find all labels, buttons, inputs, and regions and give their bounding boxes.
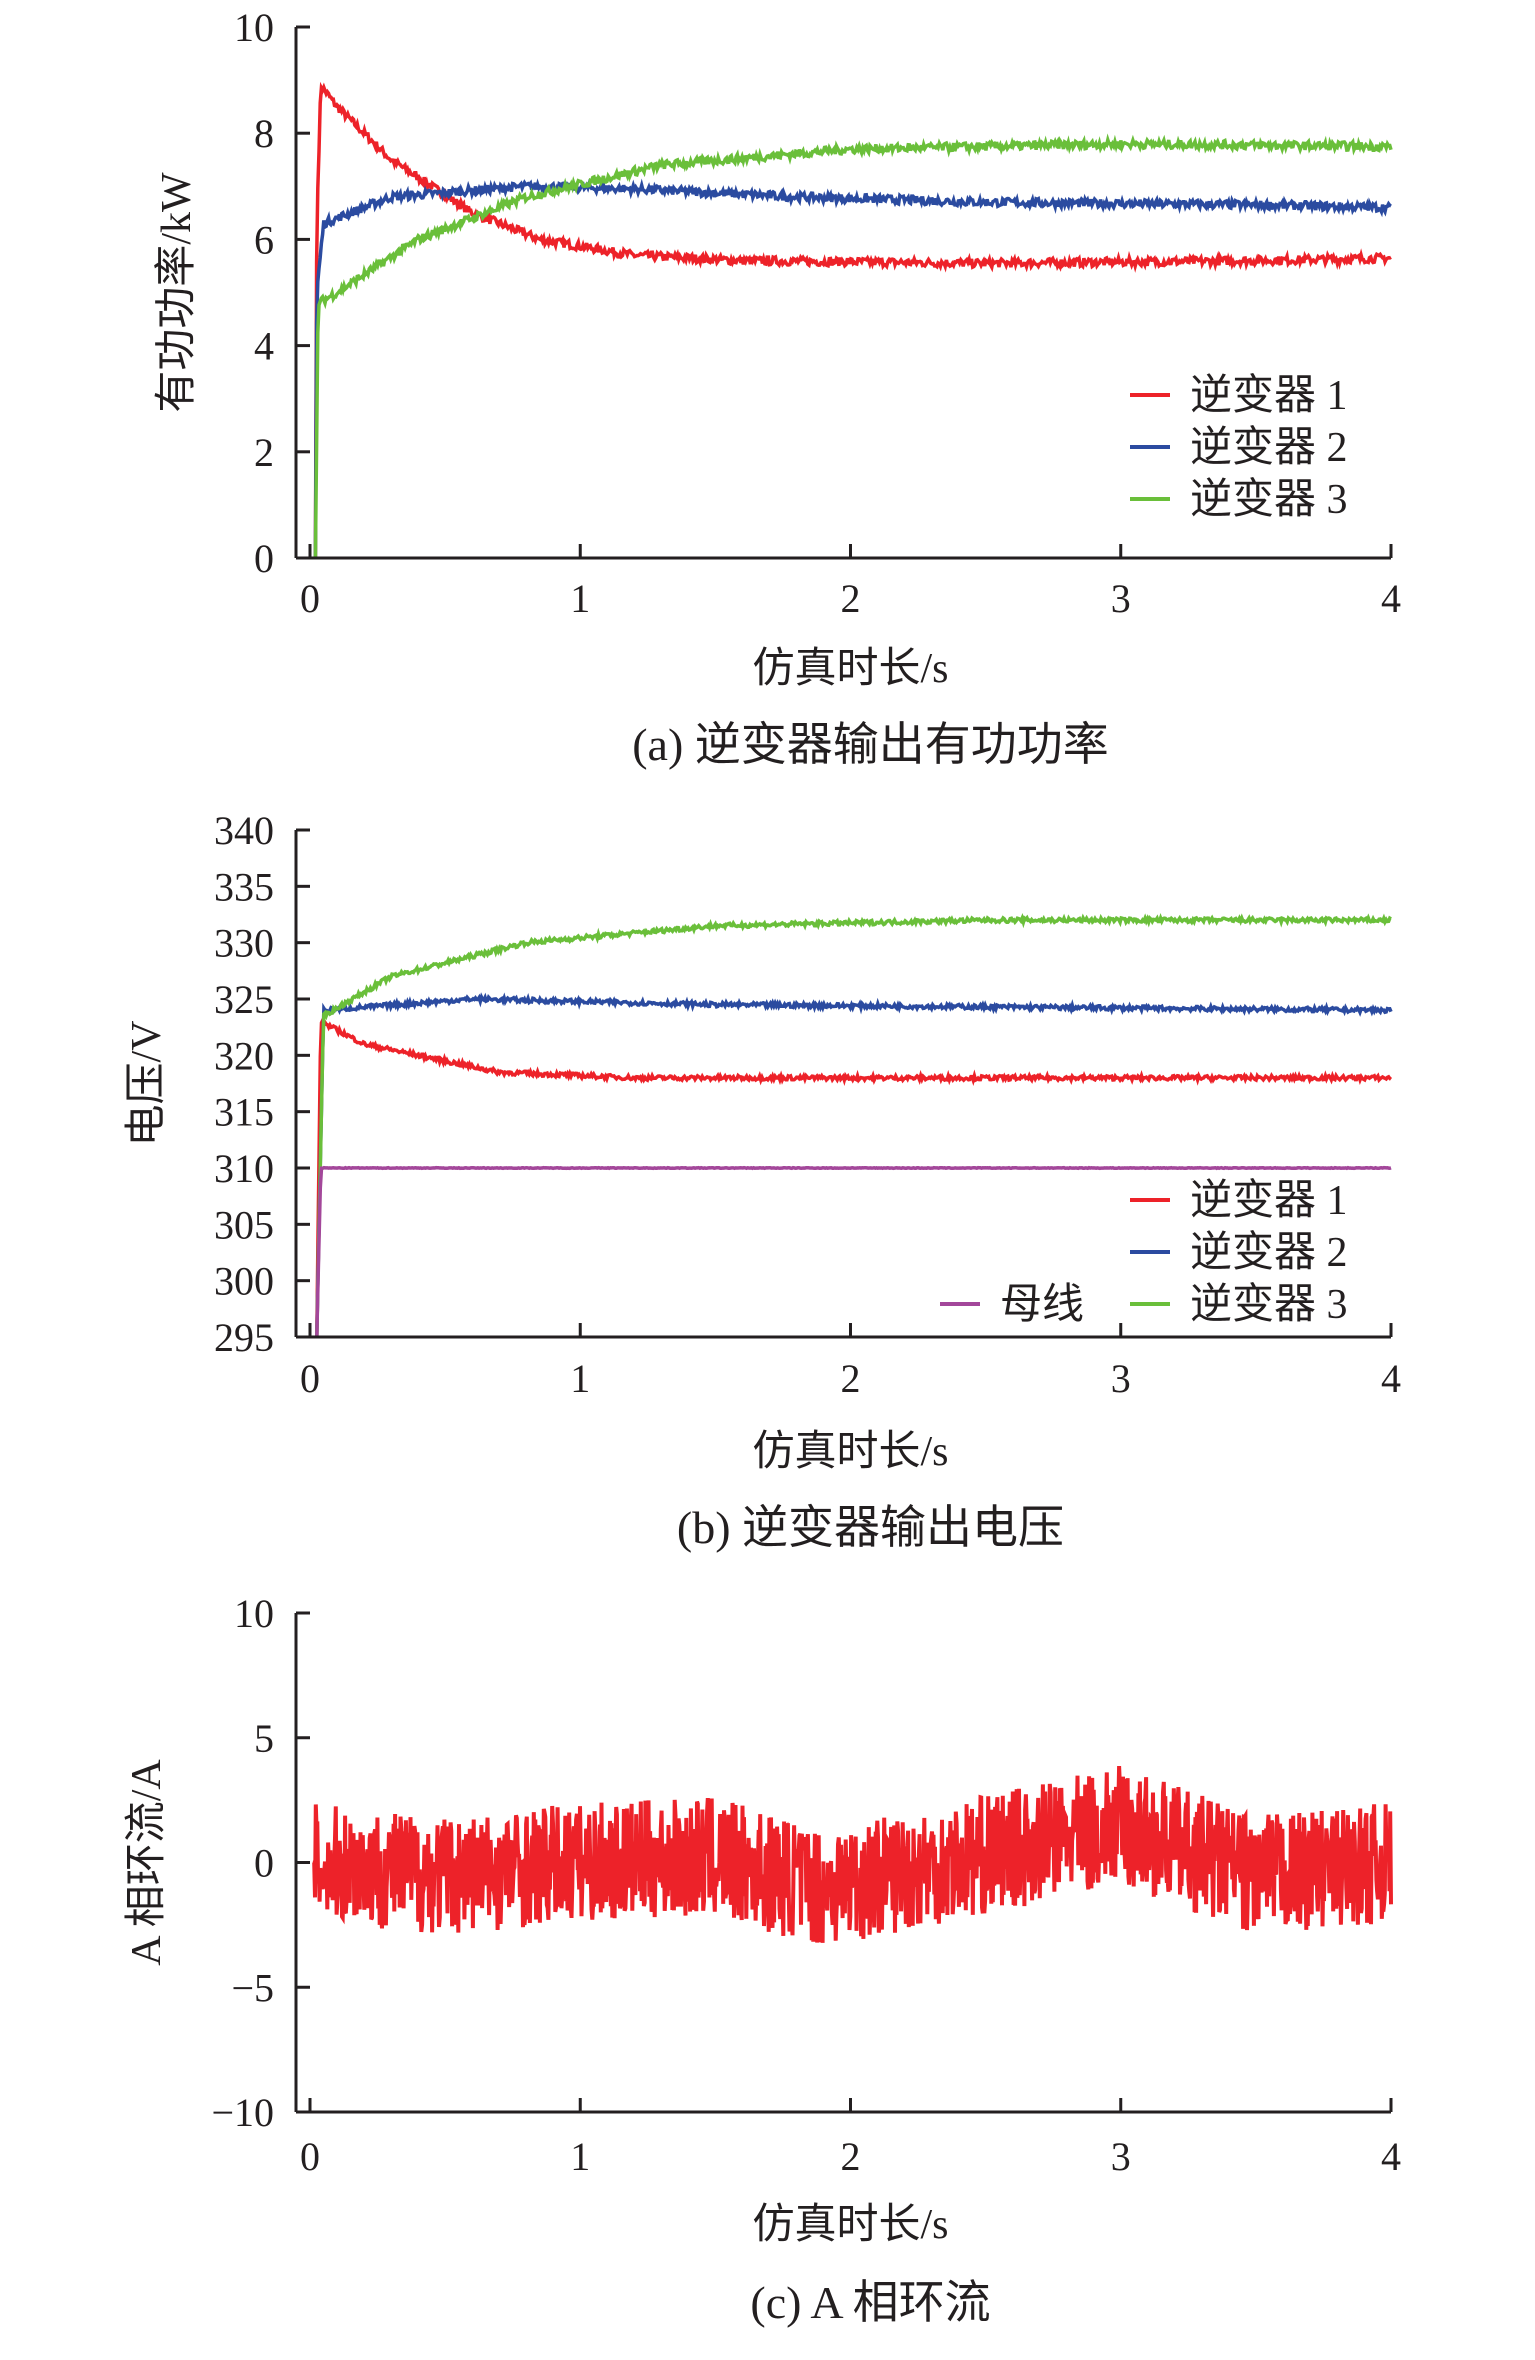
x-tick-label: 0: [300, 2134, 320, 2179]
chart-2: 0 1 2 3 4 −10 −5 0 5 10 仿真时长/s A 相环流/A (c) A 相环流: [124, 1591, 1401, 2328]
y-tick-label: 5: [254, 1716, 274, 1761]
x-tick-label: 3: [1111, 576, 1131, 621]
y-tick-label: 10: [234, 1591, 274, 1636]
series-line-0: [312, 1766, 1393, 1943]
y-tick-label: 10: [234, 5, 274, 50]
series-line-2: [315, 913, 1392, 1338]
series-line-0: [313, 81, 1392, 559]
x-tick-label: 0: [300, 1356, 320, 1401]
legend-label: 逆变器 3: [1190, 476, 1348, 523]
y-tick-label: 300: [214, 1259, 274, 1304]
y-tick-label: 2: [254, 430, 274, 475]
y-tick-label: 325: [214, 977, 274, 1022]
x-tick-label: 4: [1381, 576, 1401, 621]
y-tick-label: −5: [231, 1965, 274, 2010]
y-tick-label: 4: [254, 324, 274, 369]
x-axis-label: 仿真时长/s: [752, 1429, 948, 1475]
x-axis-label: 仿真时长/s: [752, 646, 948, 692]
legend-label: 逆变器 3: [1190, 1281, 1348, 1328]
x-tick-label: 3: [1111, 2134, 1131, 2179]
chart-caption: (c) A 相环流: [750, 2277, 990, 2328]
y-tick-label: 0: [254, 536, 274, 581]
y-tick-label: 310: [214, 1146, 274, 1191]
chart-caption: (a) 逆变器输出有功功率: [632, 719, 1109, 770]
series-line-3: [315, 1165, 1392, 1338]
y-tick-label: −10: [211, 2090, 274, 2135]
series-line-1: [315, 992, 1393, 1338]
legend-item: 逆变器 3: [1130, 476, 1348, 523]
series-line-2: [313, 133, 1393, 559]
legend-item: 母线: [940, 1282, 1084, 1328]
y-tick-label: 335: [214, 864, 274, 909]
y-tick-label: 340: [214, 808, 274, 853]
x-tick-label: 4: [1381, 2134, 1401, 2179]
x-tick-label: 3: [1111, 1356, 1131, 1401]
x-tick-label: 2: [841, 1356, 861, 1401]
legend-label: 逆变器 1: [1190, 372, 1348, 419]
y-tick-label: 330: [214, 921, 274, 966]
legend-label: 逆变器 2: [1190, 424, 1348, 471]
legend-label: 母线: [1000, 1282, 1084, 1328]
legend-item: 逆变器 3: [1130, 1281, 1348, 1328]
y-tick-label: 8: [254, 111, 274, 156]
y-tick-label: 315: [214, 1090, 274, 1135]
x-tick-label: 2: [841, 2134, 861, 2179]
y-tick-label: 305: [214, 1202, 274, 1247]
legend-item: 逆变器 2: [1130, 1229, 1348, 1276]
series-line-0: [315, 1015, 1393, 1338]
y-tick-label: 295: [214, 1315, 274, 1360]
y-tick-label: 0: [254, 1841, 274, 1886]
series-line-1: [313, 178, 1392, 559]
legend-label: 逆变器 1: [1190, 1177, 1348, 1224]
chart-0: 0 1 2 3 4 0 2 4 6 8 10 仿真时长/s 有功功率/kW (a) 逆变器输出有功功率 逆变…: [153, 5, 1401, 770]
x-tick-label: 1: [570, 576, 590, 621]
x-tick-label: 0: [300, 576, 320, 621]
x-tick-label: 4: [1381, 1356, 1401, 1401]
legend-item: 逆变器 1: [1130, 1177, 1348, 1224]
chart-1: 0 1 2 3 4 295 300 305 310 315 320 325 330 335 340 仿真时长/…: [124, 808, 1401, 1553]
y-tick-label: 320: [214, 1033, 274, 1078]
x-tick-label: 2: [841, 576, 861, 621]
y-axis-label: 有功功率/kW: [153, 172, 200, 413]
legend-item: 逆变器 1: [1130, 372, 1348, 419]
chart-caption: (b) 逆变器输出电压: [677, 1502, 1064, 1553]
legend-label: 逆变器 2: [1190, 1229, 1348, 1276]
y-tick-label: 6: [254, 217, 274, 262]
x-tick-label: 1: [570, 1356, 590, 1401]
x-axis-label: 仿真时长/s: [752, 2202, 948, 2248]
y-axis-label: 电压/V: [124, 1020, 170, 1146]
y-axis-label: A 相环流/A: [124, 1759, 170, 1966]
x-tick-label: 1: [570, 2134, 590, 2179]
legend-item: 逆变器 2: [1130, 424, 1348, 471]
